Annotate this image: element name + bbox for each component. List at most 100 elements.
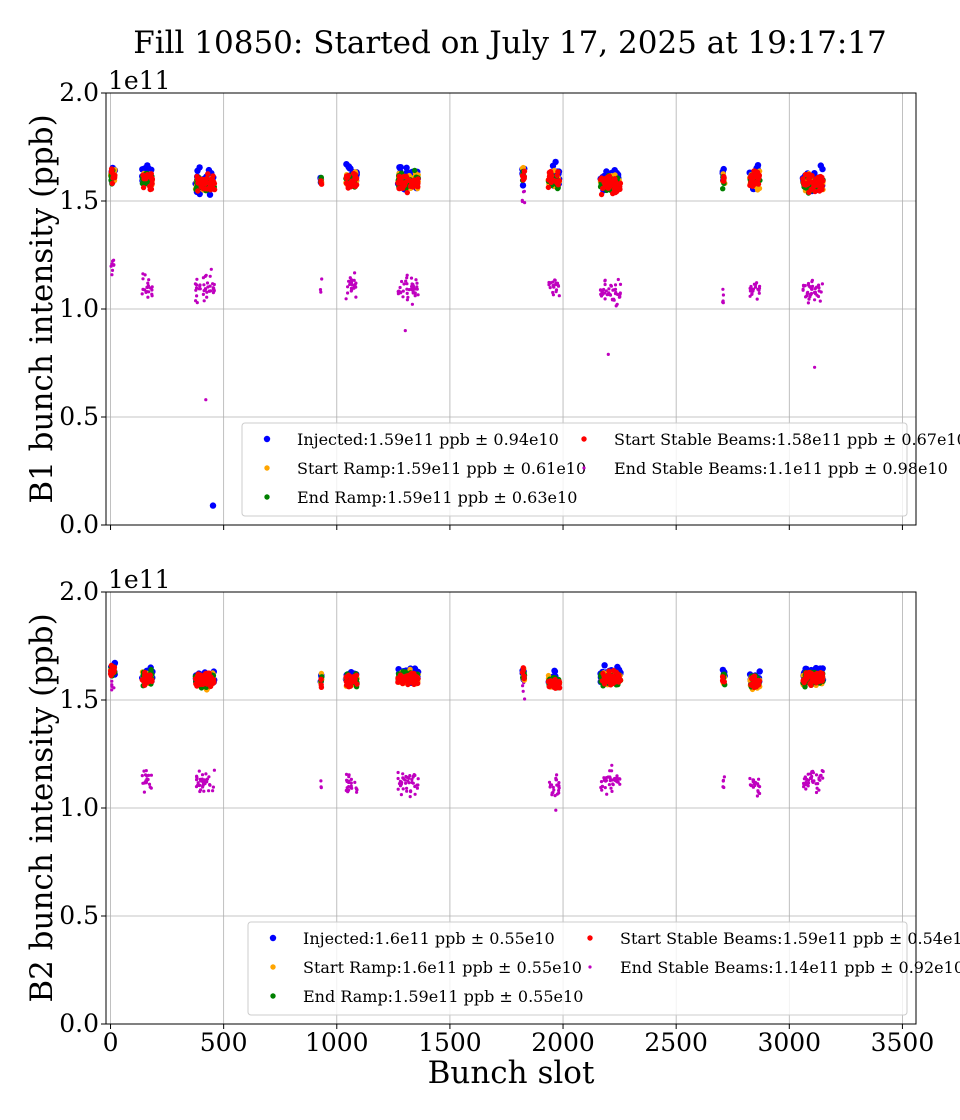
end-stable-beams-point (552, 285, 556, 289)
start-stable-beams-point (554, 178, 561, 184)
end-stable-beams-point (753, 285, 758, 289)
start-stable-beams-point (397, 185, 403, 192)
start-stable-beams-point (147, 173, 153, 180)
end-stable-beams-point (195, 301, 199, 305)
end-stable-beams-point (147, 290, 151, 294)
end-stable-beams-point (405, 291, 409, 295)
legend-label-end-stable-beams: End Stable Beams:1.14e11 ppb ± 0.92e10 (620, 958, 960, 977)
end-stable-beams-point (604, 776, 609, 780)
injected-point (347, 165, 354, 172)
end-stable-beams-point (816, 294, 821, 299)
end-stable-beams-point (208, 783, 212, 787)
end-stable-beams-point (806, 781, 811, 785)
end-stable-beams-point (810, 280, 814, 284)
end-stable-beams-point (202, 789, 206, 793)
end-stable-beams-point (612, 297, 616, 301)
start-stable-beams-point (612, 176, 618, 182)
y-tick-label: 1.5 (59, 186, 99, 215)
end-stable-beams-point (401, 776, 405, 780)
end-stable-beams-point (555, 783, 559, 787)
start-stable-beams-point (110, 175, 116, 181)
end-stable-beams-point (551, 785, 555, 789)
end-stable-beams-point (547, 283, 551, 287)
end-stable-beams-point (804, 787, 808, 791)
end-stable-beams-point (751, 778, 756, 782)
end-stable-beams-point (202, 289, 206, 293)
end-stable-beams-point (815, 285, 819, 289)
end-stable-beams-point (147, 782, 152, 786)
end-stable-beams-point (402, 282, 406, 286)
start-stable-beams-point (352, 676, 358, 682)
end-stable-beams-point (555, 773, 559, 777)
injected-point (614, 663, 621, 671)
end-stable-beams-point (809, 293, 813, 297)
start-stable-beams-point (194, 176, 201, 182)
end-stable-beams-point (611, 782, 615, 786)
legend-label-injected: Injected:1.59e11 ppb ± 0.94e10 (297, 430, 559, 449)
end-stable-beams-point (201, 292, 205, 296)
start-stable-beams-point (347, 678, 353, 685)
end-stable-beams-point (209, 267, 213, 271)
legend-marker-end-ramp (270, 993, 276, 999)
end-stable-beams-point (609, 786, 613, 790)
end-stable-beams-point (407, 781, 411, 785)
start-stable-beams-point (819, 186, 825, 193)
end-stable-beams-point (610, 763, 614, 767)
end-stable-beams-point (757, 291, 761, 295)
end-stable-beams-point (809, 776, 813, 781)
outlier-point (813, 365, 817, 369)
end-stable-beams-point (616, 277, 620, 282)
end-stable-beams-point (817, 286, 821, 290)
end-stable-beams-point (401, 289, 405, 293)
legend-box (241, 422, 908, 517)
start-stable-beams-point (198, 678, 204, 684)
end-stable-beams-point (195, 283, 199, 287)
end-stable-beams-point (806, 784, 810, 788)
x-tick-label: 1000 (305, 1028, 369, 1057)
end-stable-beams-point (809, 772, 813, 776)
end-stable-beams-point (411, 282, 415, 287)
start-stable-beams-point (753, 684, 759, 690)
start-stable-beams-point (109, 180, 116, 187)
end-stable-beams-point (804, 780, 808, 785)
end-stable-beams-point (806, 290, 810, 294)
end-stable-beams-point (353, 780, 357, 785)
start-stable-beams-point (400, 174, 406, 180)
end-stable-beams-point (353, 282, 357, 287)
end-stable-beams-point (140, 292, 144, 296)
start-stable-beams-point (414, 183, 420, 190)
end-stable-beams-point (206, 285, 210, 289)
start-stable-beams-point (402, 675, 408, 681)
end-stable-beams-point (347, 279, 351, 283)
end-stable-beams-point (207, 789, 211, 793)
end-stable-beams-point (414, 287, 418, 291)
injected-point (551, 667, 558, 674)
end-stable-beams-point (409, 276, 414, 280)
start-stable-beams-point (547, 678, 553, 684)
end-stable-beams-point (603, 786, 607, 790)
end-stable-beams-point (406, 295, 410, 299)
end-stable-beams-point (148, 785, 152, 789)
end-stable-beams-point (600, 784, 605, 789)
start-stable-beams-point (817, 670, 823, 676)
start-stable-beams-point (808, 186, 814, 193)
x-tick-label: 3000 (757, 1028, 821, 1057)
start-stable-beams-point (805, 172, 811, 178)
end-stable-beams-point (748, 776, 752, 781)
end-stable-beams-point (195, 294, 199, 298)
y-tick-label: 1.0 (59, 294, 99, 323)
y-tick-label: 1.5 (59, 685, 99, 714)
end-stable-beams-point (407, 776, 411, 780)
end-stable-beams-point (547, 280, 551, 285)
end-stable-beams-point (411, 775, 415, 779)
end-stable-beams-point (553, 278, 557, 282)
start-stable-beams-point (318, 181, 325, 187)
end-stable-beams-point (557, 785, 561, 789)
end-stable-beams-point (608, 779, 612, 783)
end-stable-beams-point (615, 780, 619, 784)
outlier-point (403, 329, 407, 333)
end-stable-beams-point (319, 290, 323, 294)
end-stable-beams-point (411, 781, 415, 785)
end-stable-beams-point (520, 198, 524, 202)
start-stable-beams-point (756, 174, 762, 180)
